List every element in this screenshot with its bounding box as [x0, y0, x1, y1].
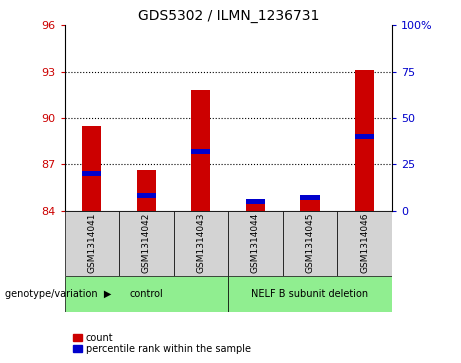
Bar [246, 203, 265, 211]
Bar [283, 211, 337, 276]
Text: NELF B subunit deletion: NELF B subunit deletion [251, 289, 369, 299]
Text: GSM1314046: GSM1314046 [360, 213, 369, 273]
Bar [355, 70, 374, 211]
Bar [119, 211, 174, 276]
Text: GSM1314041: GSM1314041 [87, 213, 96, 273]
Text: GSM1314042: GSM1314042 [142, 213, 151, 273]
Title: GDS5302 / ILMN_1236731: GDS5302 / ILMN_1236731 [137, 9, 319, 23]
Bar [228, 211, 283, 276]
Bar [355, 134, 374, 139]
Bar [228, 276, 392, 312]
Text: genotype/variation  ▶: genotype/variation ▶ [5, 289, 111, 299]
Bar [65, 276, 228, 312]
Bar [137, 193, 156, 199]
Text: GSM1314044: GSM1314044 [251, 213, 260, 273]
Legend: count, percentile rank within the sample: count, percentile rank within the sample [70, 329, 255, 358]
Bar [65, 211, 119, 276]
Bar [191, 90, 211, 211]
Bar [191, 148, 211, 154]
Bar [301, 200, 319, 211]
Text: control: control [130, 289, 163, 299]
Bar [337, 211, 392, 276]
Bar [82, 126, 101, 211]
Text: GSM1314043: GSM1314043 [196, 213, 206, 273]
Bar [246, 199, 265, 204]
Bar [174, 211, 228, 276]
Bar [82, 171, 101, 176]
Bar [137, 171, 156, 211]
Text: GSM1314045: GSM1314045 [306, 213, 314, 273]
Bar [301, 195, 319, 200]
